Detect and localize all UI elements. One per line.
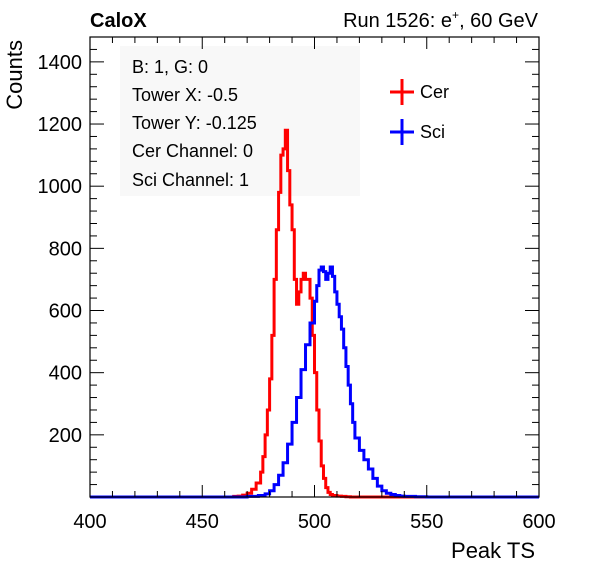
info-box-bg (120, 46, 360, 196)
legend-item-sci: Sci (390, 119, 445, 145)
info-line-1: B: 1, G: 0 (132, 57, 208, 77)
y-tick-label: 1400 (38, 52, 83, 74)
x-tick-label: 550 (410, 511, 443, 533)
header-right-post: , 60 GeV (459, 10, 539, 32)
info-line-5: Sci Channel: 1 (132, 170, 249, 190)
header-left: CaloX (90, 10, 147, 32)
tick-layer: 400 450 500 550 600 200 400 600 800 1000 1200 1400 (38, 37, 556, 533)
legend: Cer Sci (390, 79, 449, 145)
legend-cer-label: Cer (420, 82, 449, 102)
info-line-2: Tower X: -0.5 (132, 85, 238, 105)
y-tick-label: 800 (49, 238, 82, 260)
series-sci-line (90, 265, 539, 499)
x-tick-label: 400 (73, 511, 106, 533)
y-tick-label: 600 (49, 301, 82, 323)
y-tick-label: 1200 (38, 114, 83, 136)
x-axis-title: Peak TS (451, 538, 535, 563)
x-tick-label: 600 (522, 511, 555, 533)
y-tick-label: 1000 (38, 176, 83, 198)
info-line-4: Cer Channel: 0 (132, 141, 253, 161)
y-tick-label: 200 (49, 425, 82, 447)
header-right: Run 1526: e+, 60 GeV (343, 8, 539, 32)
header-right-pre: Run 1526: e (343, 10, 452, 32)
legend-sci-label: Sci (420, 122, 445, 142)
y-axis-title: Counts (2, 40, 27, 110)
header-right-sup: + (452, 8, 459, 22)
info-line-3: Tower Y: -0.125 (132, 113, 257, 133)
legend-item-cer: Cer (390, 79, 449, 105)
x-tick-label: 450 (186, 511, 219, 533)
info-box: B: 1, G: 0 Tower X: -0.5 Tower Y: -0.125… (120, 46, 360, 196)
y-tick-label: 400 (49, 363, 82, 385)
x-tick-label: 500 (298, 511, 331, 533)
